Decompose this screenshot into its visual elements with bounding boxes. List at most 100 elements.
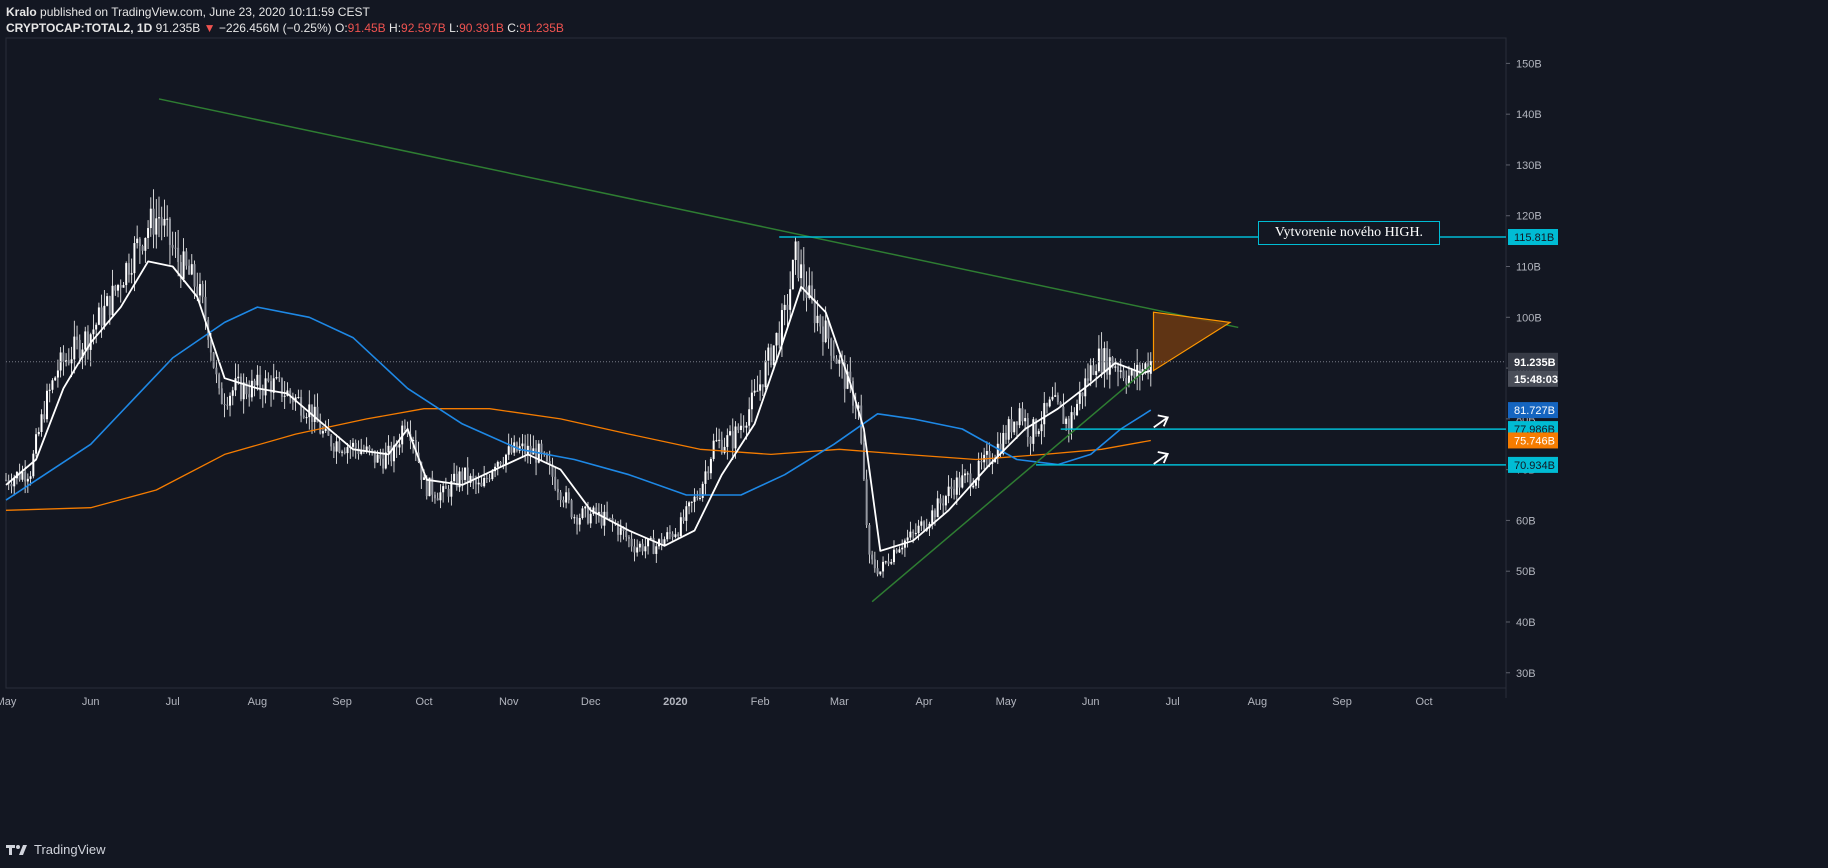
candle-body bbox=[567, 492, 570, 501]
candle bbox=[201, 280, 204, 304]
candle-body bbox=[786, 304, 789, 310]
candle bbox=[849, 357, 852, 393]
candle bbox=[141, 244, 144, 255]
triangle-pattern bbox=[1152, 311, 1232, 372]
candle bbox=[480, 475, 483, 487]
candle-body bbox=[1127, 375, 1130, 384]
candle bbox=[433, 491, 436, 504]
candle-body bbox=[1095, 371, 1098, 375]
candle-body bbox=[671, 533, 674, 537]
candle bbox=[540, 439, 543, 462]
candle-body bbox=[13, 478, 16, 487]
arrow-shaft bbox=[1153, 416, 1169, 429]
candle-body bbox=[346, 447, 349, 454]
candle-body bbox=[174, 247, 177, 249]
candle-body bbox=[515, 442, 518, 451]
candle-body bbox=[636, 547, 639, 553]
last-price: 91.235B bbox=[155, 21, 201, 35]
candle-body bbox=[999, 443, 1002, 454]
candle-body bbox=[603, 511, 606, 526]
candle bbox=[461, 467, 464, 492]
candle bbox=[953, 479, 956, 500]
candle-body bbox=[947, 486, 950, 497]
candle-body bbox=[1078, 392, 1081, 404]
candle bbox=[5, 473, 7, 482]
candle bbox=[748, 397, 751, 434]
y-tick-label: 100B bbox=[1516, 312, 1542, 324]
candle bbox=[346, 442, 349, 464]
candle-body bbox=[403, 425, 406, 429]
candle bbox=[136, 225, 139, 249]
footer-brand[interactable]: TradingView bbox=[6, 842, 106, 857]
candle-body bbox=[617, 524, 620, 535]
candle-body bbox=[969, 473, 972, 488]
candle bbox=[387, 435, 390, 465]
candle bbox=[1040, 411, 1043, 445]
candle-body bbox=[901, 547, 904, 550]
candle bbox=[835, 355, 838, 364]
candle bbox=[715, 427, 718, 442]
candle bbox=[332, 443, 335, 459]
candle bbox=[723, 437, 726, 455]
candle-body bbox=[1103, 348, 1106, 373]
candle bbox=[655, 543, 658, 563]
author-name[interactable]: Kralo bbox=[6, 5, 37, 19]
candle bbox=[218, 372, 221, 395]
candle bbox=[414, 430, 417, 461]
candle bbox=[1122, 365, 1125, 382]
x-tick-label: Aug bbox=[1248, 696, 1268, 708]
candle bbox=[909, 521, 912, 541]
candle bbox=[988, 442, 991, 468]
candle bbox=[838, 355, 841, 377]
candle-body bbox=[917, 525, 920, 534]
candle-body bbox=[453, 473, 456, 482]
candle-body bbox=[368, 446, 371, 450]
candle-body bbox=[480, 482, 483, 487]
candle-body bbox=[876, 568, 879, 575]
candle-body bbox=[395, 445, 398, 448]
candle bbox=[1117, 362, 1120, 387]
candle-body bbox=[360, 450, 363, 455]
candle-body bbox=[78, 339, 81, 358]
candle bbox=[770, 343, 773, 368]
candle-body bbox=[622, 527, 625, 531]
candle bbox=[707, 466, 710, 480]
candle bbox=[223, 393, 226, 418]
timer-badge-label: 15:48:03 bbox=[1514, 374, 1558, 386]
candle bbox=[821, 316, 824, 356]
candle bbox=[565, 485, 568, 509]
candle-body bbox=[507, 446, 510, 455]
candle-body bbox=[1067, 418, 1070, 430]
candle bbox=[305, 412, 308, 424]
arrow-shaft bbox=[1153, 453, 1169, 465]
arrow-icon bbox=[1153, 451, 1170, 465]
candle bbox=[390, 441, 393, 467]
candle-body bbox=[1138, 364, 1141, 375]
candle bbox=[742, 415, 745, 433]
candle-body bbox=[816, 315, 819, 324]
candle bbox=[576, 514, 579, 535]
candle-body bbox=[472, 475, 475, 480]
candle-body bbox=[701, 483, 704, 498]
candle bbox=[884, 560, 887, 565]
candle-body bbox=[1010, 419, 1013, 433]
candle-body bbox=[1062, 406, 1065, 424]
candle bbox=[1043, 392, 1046, 438]
candle-body bbox=[857, 405, 860, 409]
candle-body bbox=[955, 477, 958, 495]
ma-axis-badge bbox=[1508, 402, 1558, 419]
symbol-label[interactable]: CRYPTOCAP:TOTAL2, 1D bbox=[6, 21, 153, 35]
candle-body bbox=[40, 414, 43, 432]
candle-body bbox=[379, 454, 382, 459]
candle-body bbox=[794, 241, 797, 260]
candle bbox=[903, 538, 906, 557]
candle-body bbox=[382, 458, 385, 469]
candle bbox=[343, 447, 346, 455]
candle bbox=[237, 364, 240, 385]
close-value: 91.235B bbox=[519, 21, 564, 35]
candle-body bbox=[275, 377, 278, 379]
annotation-note[interactable]: Vytvorenie nového HIGH. bbox=[1258, 221, 1440, 245]
candle-body bbox=[21, 471, 24, 480]
candle-body bbox=[1125, 378, 1128, 384]
